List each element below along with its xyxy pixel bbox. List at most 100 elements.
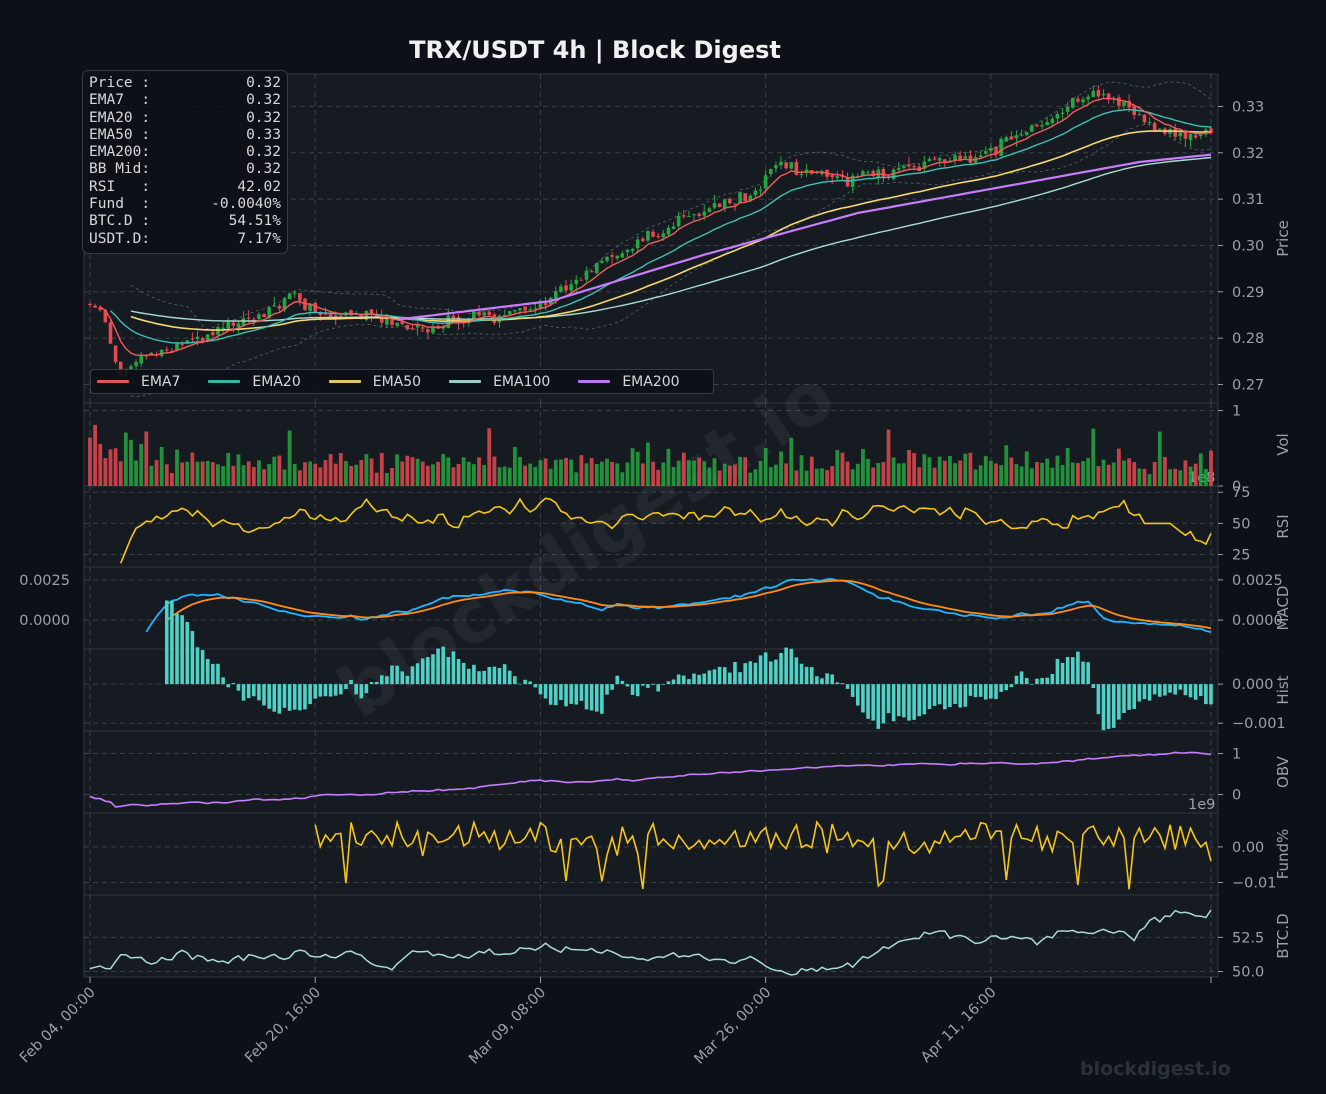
candle-body <box>88 303 92 306</box>
volume-bar <box>1070 462 1075 486</box>
hist-bar <box>661 684 666 685</box>
hist-bar <box>758 655 763 685</box>
hist-bar <box>1163 684 1167 696</box>
candle-body <box>999 138 1003 156</box>
hist-bar <box>1014 675 1019 685</box>
hist-bar <box>461 662 466 685</box>
volume-bar <box>569 459 574 486</box>
hist-bar <box>1040 677 1044 685</box>
hist-bar <box>1168 684 1172 693</box>
volume-bar <box>912 453 917 486</box>
volume-bar <box>129 439 133 486</box>
hist-bar <box>1142 684 1147 700</box>
hist-bar <box>344 684 348 690</box>
candle-body <box>646 230 650 241</box>
candle-body <box>712 203 717 208</box>
candle-body <box>728 198 732 204</box>
volume-bar <box>374 472 379 486</box>
hist-bar <box>983 684 988 700</box>
candle-body <box>277 306 282 309</box>
hist-bar <box>180 615 184 685</box>
candle-body <box>159 349 164 356</box>
volume-bar <box>1147 474 1152 486</box>
info-label: EMA200: <box>89 144 151 161</box>
hist-bar <box>1030 684 1034 685</box>
candle-body <box>738 192 742 204</box>
volume-bar <box>507 467 512 486</box>
signal-line <box>166 579 1212 630</box>
hist-bar <box>1117 684 1121 720</box>
hist-bar <box>175 613 179 685</box>
volume-bar <box>840 452 845 486</box>
candle-body <box>707 208 712 213</box>
hist-bar <box>1132 684 1137 709</box>
volume-bar <box>948 455 952 486</box>
hist-bar <box>1045 677 1050 685</box>
ema7-line <box>99 97 1211 357</box>
volume-bar <box>932 467 937 486</box>
hist-bar <box>323 684 328 697</box>
hist-bar <box>420 658 425 685</box>
hist-bar <box>958 684 962 708</box>
volume-bar <box>410 457 415 486</box>
candle-body <box>748 195 753 202</box>
hist-bar <box>548 684 553 705</box>
hist-bar <box>1204 684 1208 705</box>
hist-bar <box>861 684 865 713</box>
rsi-line <box>119 497 1212 564</box>
hist-bar <box>866 684 870 719</box>
obv-line <box>89 751 1212 808</box>
volume-bar <box>1183 460 1188 486</box>
volume-bar <box>809 456 814 486</box>
hist-bar <box>825 673 829 685</box>
candle-body <box>1152 122 1157 132</box>
hist-bar <box>856 684 860 706</box>
candle-body <box>687 215 691 217</box>
volume-bar <box>1178 470 1183 486</box>
hist-bar <box>656 684 660 692</box>
volume-bar <box>472 464 476 486</box>
candle-body <box>1040 125 1044 127</box>
hist-bar <box>815 676 819 685</box>
info-row: BTC.D : 54.51% <box>89 213 281 230</box>
hist-bar <box>707 670 712 685</box>
info-label: EMA20 : <box>89 109 151 126</box>
candle-body <box>308 304 312 311</box>
legend-item: EMA200 <box>578 374 680 390</box>
candle-body <box>1117 97 1121 106</box>
hist-bar <box>968 684 973 696</box>
volume-bar <box>559 459 563 486</box>
hist-bar <box>953 684 957 704</box>
hist-bar <box>1065 656 1070 685</box>
volume-bar <box>630 448 635 486</box>
y-tick-label: 52.5 <box>1232 930 1264 946</box>
candle-body <box>139 355 143 364</box>
hist-bar <box>441 646 445 685</box>
candle-body <box>743 193 747 201</box>
volume-bar <box>231 465 236 486</box>
info-row: EMA200: 0.32 <box>89 144 281 161</box>
info-value: 0.33 <box>246 126 281 143</box>
candle-body <box>134 361 138 367</box>
volume-bar <box>210 462 215 486</box>
candle-body <box>1209 128 1213 133</box>
y-tick-label: 1 <box>1232 747 1241 763</box>
x-tick-label: Apr 11, 16:00 <box>918 985 999 1066</box>
y-tick-label: 0.00 <box>1232 840 1264 856</box>
hist-bar <box>794 657 799 685</box>
candle-body <box>902 165 906 168</box>
volume-bar <box>379 452 384 486</box>
hist-bar <box>932 684 937 706</box>
volume-bar <box>681 452 686 486</box>
hist-bar <box>1183 684 1188 696</box>
hist-bar <box>262 684 266 706</box>
candle-body <box>1198 134 1203 137</box>
candle-body <box>1065 106 1070 112</box>
volume-bar <box>1142 468 1147 486</box>
candle-body <box>175 343 179 351</box>
y-axis-label: Price <box>1274 220 1292 257</box>
volume-bar <box>973 469 978 486</box>
candle-body <box>507 311 512 315</box>
hist-bar <box>1055 658 1060 685</box>
info-value: 0.32 <box>246 109 281 126</box>
